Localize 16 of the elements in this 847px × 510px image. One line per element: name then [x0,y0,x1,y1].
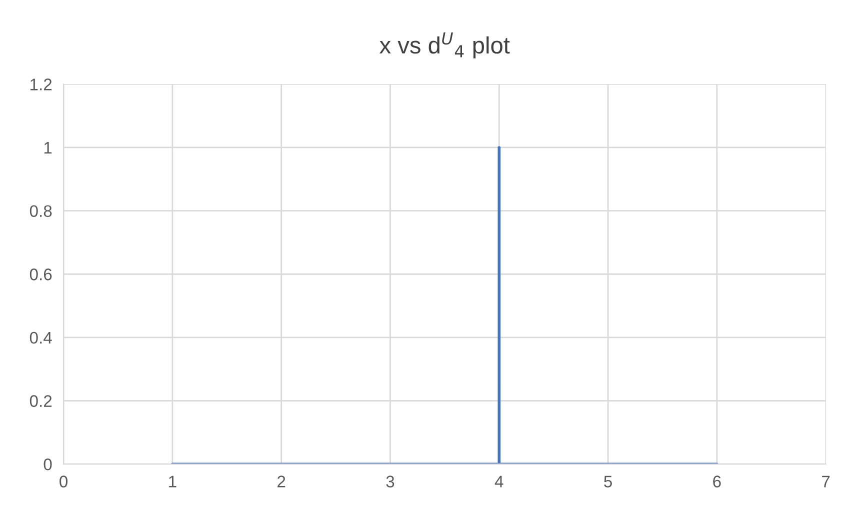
y-tick-label: 0.4 [30,332,52,344]
y-tick-label: 0.2 [30,395,52,407]
y-tick-label: 0.8 [30,205,52,218]
y-tick-label: 0 [44,458,52,470]
y-tick-label: 1 [44,142,52,154]
x-tick-label: 0 [60,476,68,488]
y-tick-label: 1.2 [30,78,52,90]
x-tick-label: 2 [278,476,286,488]
chart-title: x vs d$^{U}$$_{4}$ plot [380,32,510,58]
x-tick-label: 7 [822,476,830,488]
y-tick-label: 0.6 [30,268,52,280]
x-tick-label: 4 [494,476,504,488]
x-tick-label: 1 [169,476,176,488]
x-tick-label: 6 [713,476,721,488]
x-tick-label: 3 [386,476,394,488]
x-tick-label: 5 [604,476,612,488]
